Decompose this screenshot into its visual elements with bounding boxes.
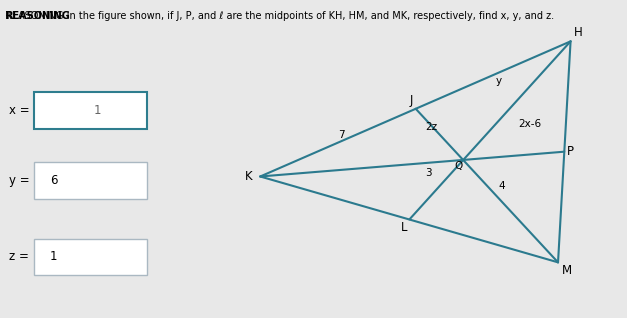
Text: 1: 1 [93,104,101,117]
Text: z =: z = [9,250,29,263]
Text: 4: 4 [498,181,505,191]
FancyBboxPatch shape [34,92,147,129]
Text: REASONING: REASONING [5,11,70,21]
Text: J: J [410,94,413,107]
Text: 2z: 2z [425,122,438,132]
Text: 2x-6: 2x-6 [519,119,541,129]
Text: 7: 7 [339,130,345,140]
Text: y =: y = [9,174,30,187]
Text: M: M [562,264,572,277]
Text: y: y [495,76,502,86]
Text: x =: x = [9,104,30,117]
FancyBboxPatch shape [34,238,147,275]
Text: Q: Q [455,161,463,171]
Text: P: P [567,145,574,158]
Text: 1: 1 [50,250,58,263]
FancyBboxPatch shape [34,162,147,199]
Text: H: H [574,26,583,39]
Text: K: K [245,170,253,183]
Text: 3: 3 [425,168,431,178]
Text: REASONING In the figure shown, if J, P, and ℓ are the midpoints of KH, HM, and M: REASONING In the figure shown, if J, P, … [5,11,554,21]
Text: L: L [401,221,407,234]
Text: 6: 6 [50,174,58,187]
